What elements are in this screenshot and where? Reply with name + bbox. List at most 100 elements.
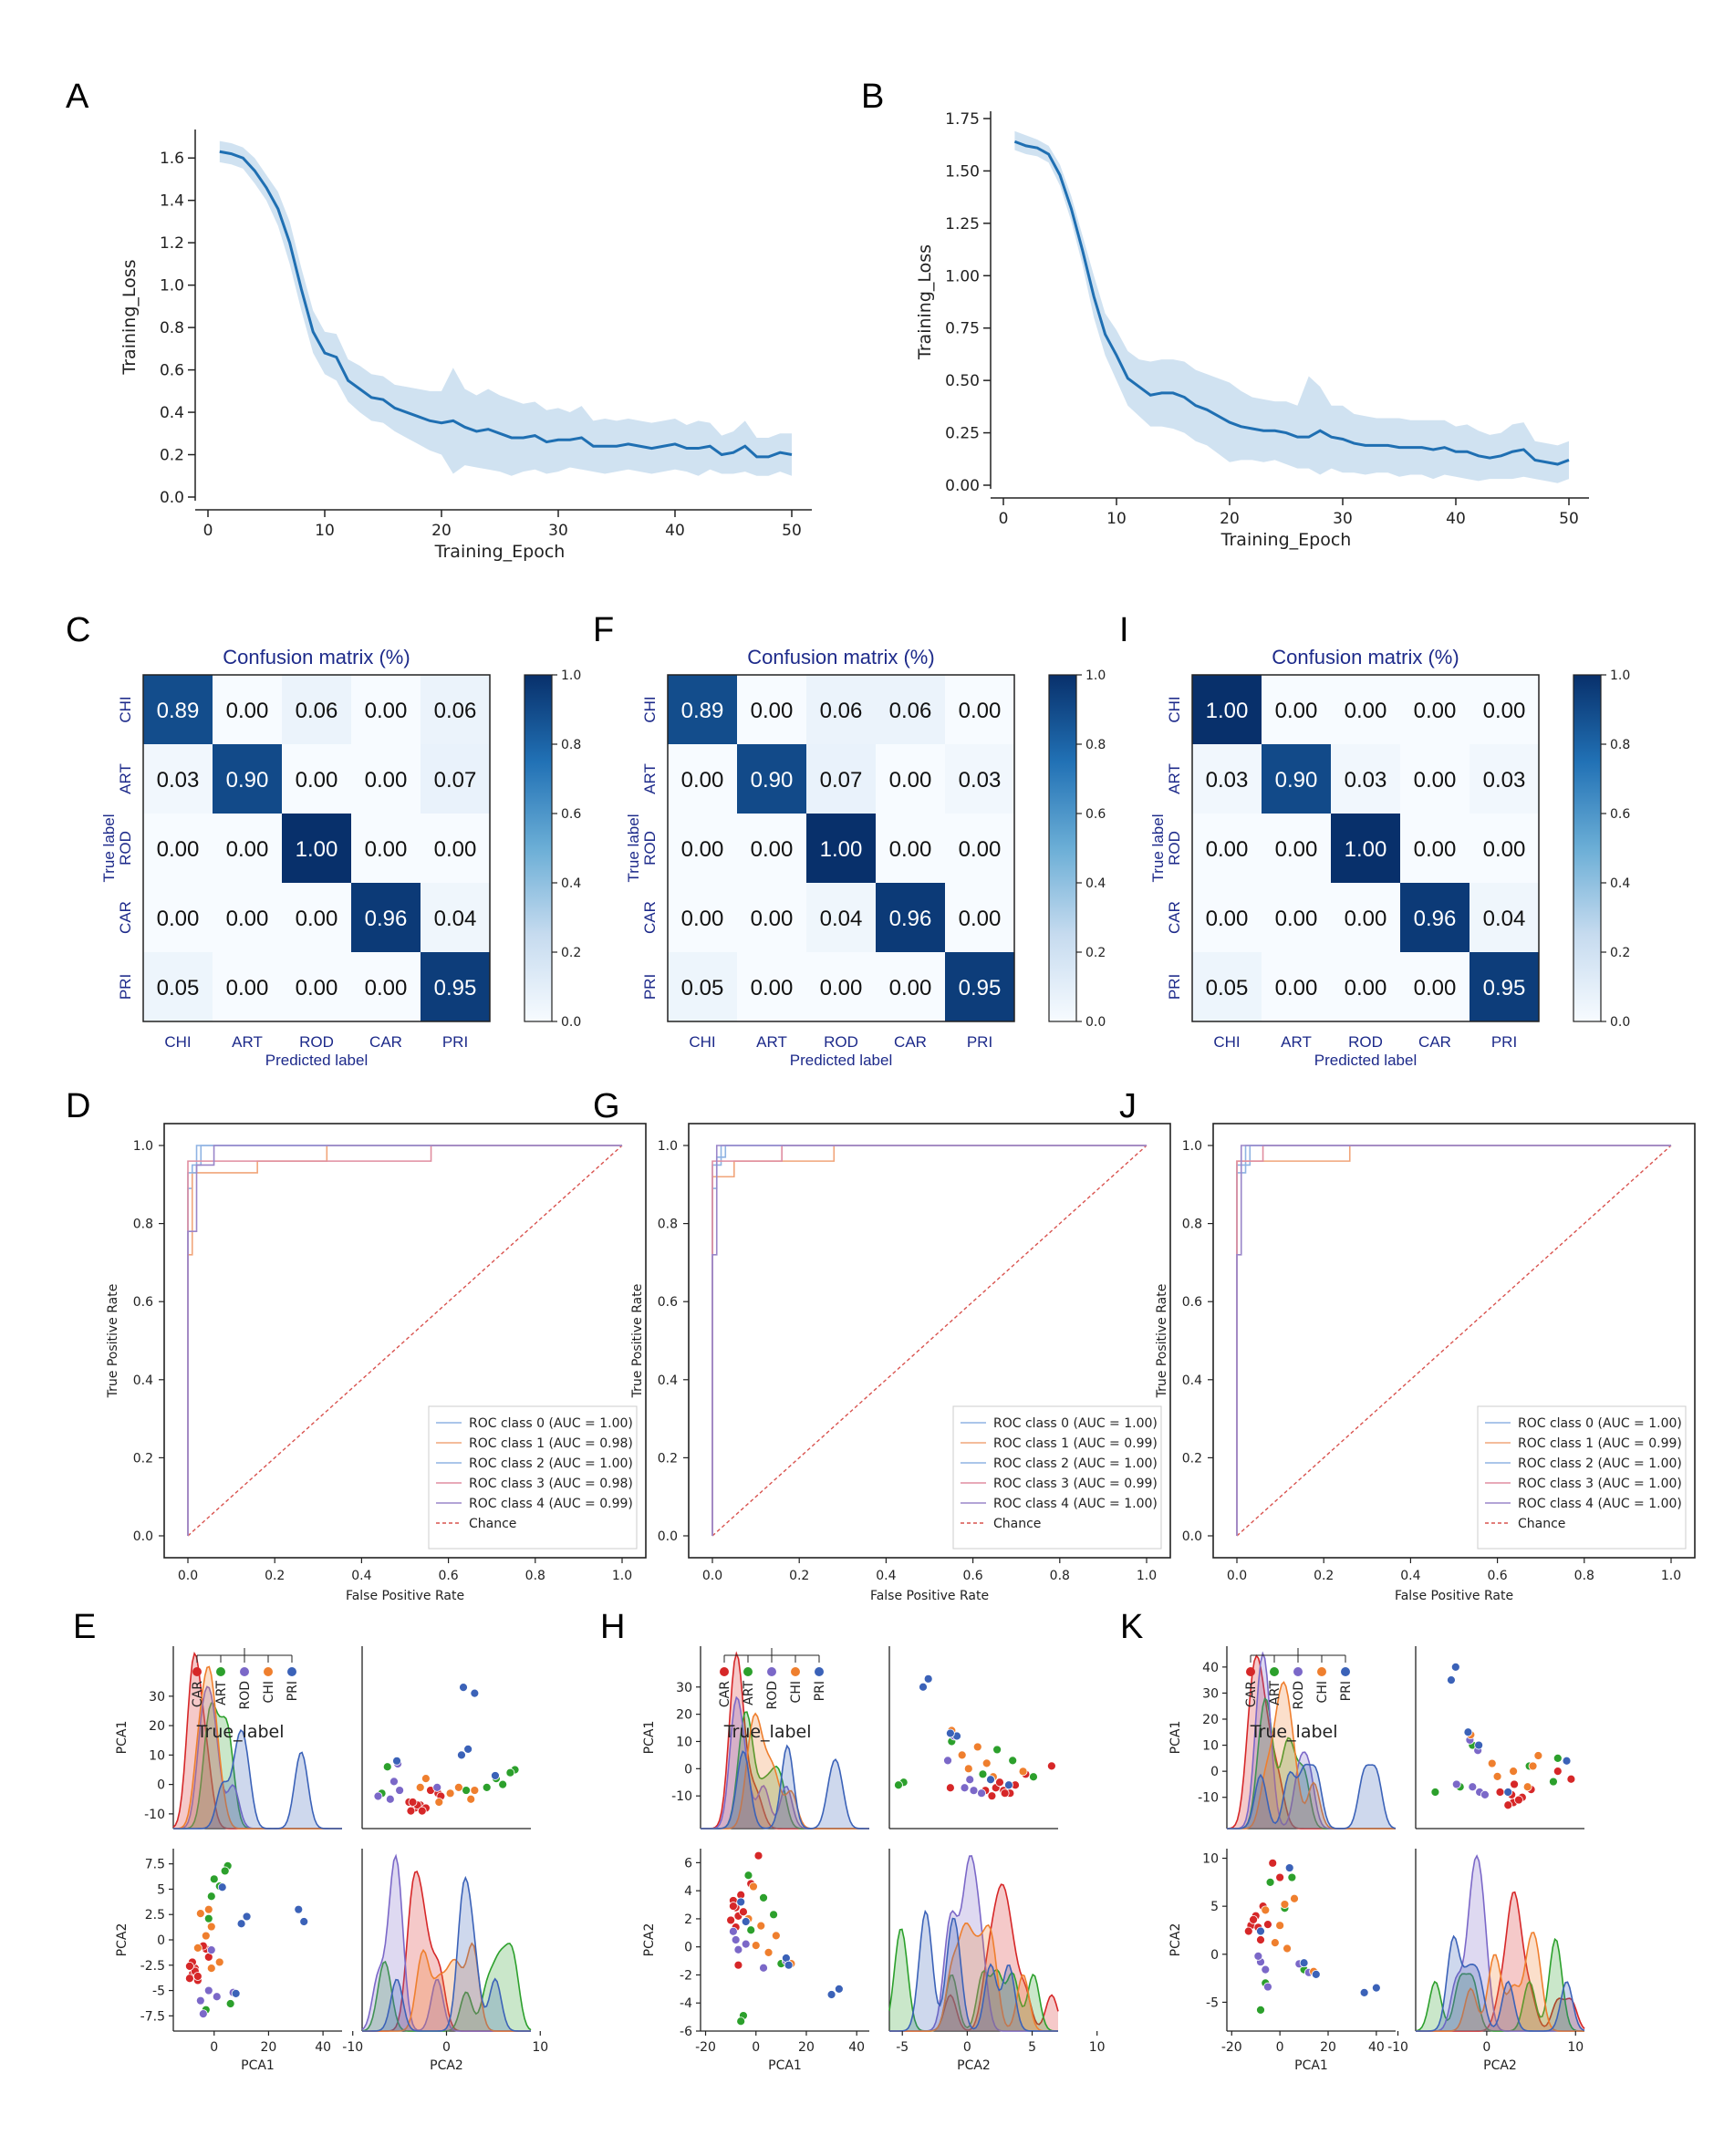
scatter-point bbox=[1463, 1727, 1473, 1737]
y-tick-label: 10 bbox=[149, 1748, 165, 1763]
x-tick-label: 20 bbox=[798, 2040, 815, 2055]
matrix-value: 0.00 bbox=[1345, 907, 1387, 931]
true-tick-label: CAR bbox=[117, 901, 134, 934]
matrix-cell bbox=[213, 814, 282, 883]
roc-curve bbox=[187, 1145, 622, 1536]
matrix-value: 0.00 bbox=[751, 976, 794, 1000]
scatter-point bbox=[733, 1944, 743, 1954]
density-line bbox=[1415, 1937, 1585, 2032]
legend-label: ROC class 2 (AUC = 1.00) bbox=[993, 1456, 1158, 1471]
legend-marker bbox=[1246, 1667, 1255, 1676]
panel-letter-i: I bbox=[1119, 611, 1129, 649]
y-tick-label: 0.8 bbox=[658, 1218, 678, 1232]
matrix-value: 0.00 bbox=[751, 699, 794, 723]
legend-label: ROC class 1 (AUC = 0.99) bbox=[1518, 1436, 1682, 1451]
scatter-point bbox=[1284, 1863, 1294, 1872]
scatter-point bbox=[217, 1882, 227, 1892]
x-axis-label: PCA2 bbox=[1483, 2058, 1517, 2073]
panel-letter-b: B bbox=[861, 78, 884, 116]
scatter-point bbox=[470, 1688, 480, 1698]
scatter-point bbox=[741, 1917, 751, 1926]
scatter-point bbox=[739, 1907, 748, 1917]
y-axis-label: Training_Loss bbox=[119, 259, 140, 375]
scatter-point bbox=[749, 1881, 758, 1892]
matrix-value: 0.05 bbox=[1206, 976, 1249, 1000]
density-line bbox=[172, 1665, 342, 1829]
density-fill bbox=[1227, 1764, 1396, 1829]
y-tick-label: 0.8 bbox=[133, 1218, 153, 1232]
density-fill bbox=[1416, 1932, 1584, 2031]
roc-curve bbox=[1236, 1145, 1671, 1536]
scatter-point bbox=[981, 1758, 992, 1768]
true-tick-label: CAR bbox=[641, 901, 659, 934]
matrix-value: 0.00 bbox=[889, 976, 932, 1000]
panel-letter-j: J bbox=[1119, 1087, 1137, 1125]
panel-letter-d: D bbox=[66, 1087, 90, 1125]
scatter-point bbox=[1371, 1983, 1381, 1993]
matrix-cell bbox=[737, 952, 806, 1021]
scatter-point bbox=[206, 1892, 216, 1902]
matrix-value: 0.07 bbox=[820, 768, 863, 793]
y-axis-label: PCA2 bbox=[115, 1923, 130, 1957]
scatter-point bbox=[894, 1780, 903, 1790]
legend-label: ART bbox=[214, 1681, 229, 1705]
scatter-point bbox=[1487, 1758, 1497, 1768]
roc-panel-j: 0.0 0.2 0.4 0.6 0.8 1.0 0.0 0.2 0.4 0.6 0.8 1.0 Fals… bbox=[1155, 1123, 1696, 1603]
scatter-point bbox=[972, 1742, 982, 1752]
matrix-cell bbox=[876, 744, 945, 814]
y-axis-label: PCA1 bbox=[115, 1721, 130, 1755]
legend-marker bbox=[1341, 1667, 1350, 1676]
density-fill bbox=[889, 1856, 1058, 2031]
scatter-point bbox=[1509, 1767, 1519, 1777]
x-tick-label: 20 bbox=[1220, 510, 1240, 528]
x-tick-label: 0.8 bbox=[1050, 1569, 1070, 1583]
density-fill bbox=[173, 1686, 342, 1829]
y-tick-label: 0.00 bbox=[945, 477, 980, 495]
scatter-point bbox=[242, 1912, 252, 1922]
x-tick-label: -10 bbox=[342, 2040, 363, 2055]
y-tick-label: -10 bbox=[1198, 1791, 1219, 1806]
scatter-point bbox=[763, 1947, 774, 1957]
y-tick-label: 1.6 bbox=[160, 150, 184, 168]
scatter-point bbox=[1256, 1926, 1265, 1936]
legend-label: ROD bbox=[765, 1681, 780, 1710]
legend-label: Chance bbox=[993, 1517, 1041, 1531]
density-line bbox=[1416, 1932, 1584, 2032]
panel-letter-h: H bbox=[600, 1608, 625, 1646]
scatter-point bbox=[965, 1775, 975, 1785]
roc-panel-g: 0.0 0.2 0.4 0.6 0.8 1.0 0.0 0.2 0.4 0.6 0.8 1.0 Fals… bbox=[630, 1123, 1171, 1603]
scatter-point bbox=[919, 1682, 928, 1692]
x-tick-label: -20 bbox=[695, 2040, 716, 2055]
scatter-point bbox=[1474, 1740, 1484, 1750]
scatter-point bbox=[406, 1806, 416, 1816]
scatter-point bbox=[1553, 1767, 1563, 1777]
y-tick-label: 0.0 bbox=[133, 1529, 153, 1544]
matrix-value: 0.89 bbox=[157, 699, 200, 723]
y-tick-label: -7.5 bbox=[140, 2009, 165, 2024]
scatter-point bbox=[415, 1782, 425, 1792]
matrix-value: 0.03 bbox=[157, 768, 200, 793]
y-tick-label: 10 bbox=[1202, 1852, 1219, 1867]
scatter-point bbox=[746, 1925, 756, 1935]
matrix-cell bbox=[668, 675, 737, 744]
predicted-tick-label: ART bbox=[232, 1033, 263, 1051]
legend-title: True_label bbox=[723, 1722, 812, 1742]
scatter-point bbox=[220, 1866, 230, 1876]
legend-label: ROC class 4 (AUC = 1.00) bbox=[1518, 1497, 1682, 1511]
colorbar-tick-label: 0.0 bbox=[561, 1015, 581, 1030]
scatter-point bbox=[1268, 1858, 1278, 1868]
matrix-cell bbox=[668, 744, 737, 814]
predicted-label: Predicted label bbox=[265, 1052, 368, 1069]
true-tick-label: ART bbox=[117, 763, 134, 794]
scatter-point bbox=[751, 1941, 761, 1951]
scatter-point bbox=[1528, 1761, 1538, 1771]
matrix-cell bbox=[1400, 814, 1470, 883]
scatter-point bbox=[382, 1762, 392, 1772]
scatter-point bbox=[421, 1774, 431, 1784]
x-axis-label: PCA2 bbox=[430, 2058, 463, 2073]
matrix-value: 0.00 bbox=[681, 907, 724, 931]
axes: 0.0 0.2 0.4 0.6 0.8 1.0 1.2 1.4 1.6 0 10 20 30 40 50 Tr… bbox=[119, 130, 812, 562]
scatter-point bbox=[1510, 1779, 1519, 1789]
x-axis-label: False Positive Rate bbox=[870, 1589, 989, 1603]
true-tick-label: PRI bbox=[117, 974, 134, 1000]
